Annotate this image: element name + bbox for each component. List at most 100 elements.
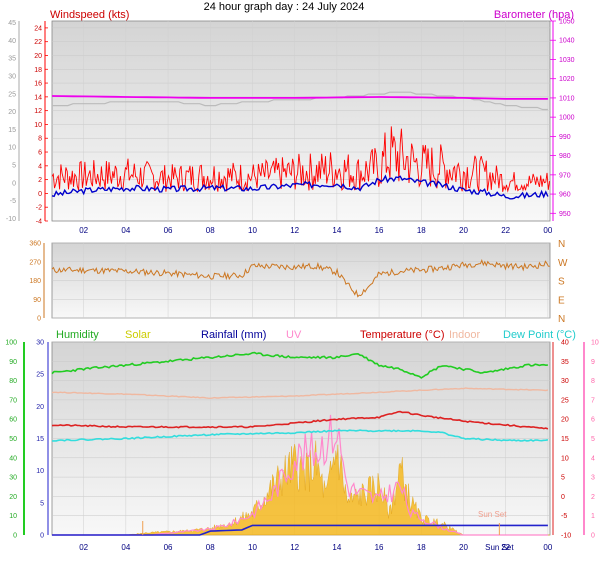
humidity-tick-label: 90 (9, 359, 17, 366)
legend-uv: UV (286, 329, 302, 341)
humidity-tick-label: 40 (9, 455, 17, 462)
humidity-tick-label: 30 (9, 475, 17, 482)
outer-tick-label: 35 (8, 56, 16, 63)
temperature-tick-label: 25 (561, 397, 569, 404)
direction-tick-label: 90 (33, 297, 41, 304)
direction-tick-label: 180 (29, 278, 41, 285)
wind-tick-label: 10 (34, 122, 42, 129)
temperature-tick-label: 40 (561, 340, 569, 347)
rainfall-tick-label: 5 (40, 500, 44, 507)
outer-tick-label: 15 (8, 127, 16, 134)
baro-tick-label: 1020 (559, 76, 575, 83)
uv-tick-label: 8 (591, 378, 595, 385)
dew-point-line (51, 429, 549, 442)
temperature-line (51, 410, 549, 430)
baro-tick-label: 1000 (559, 115, 575, 122)
temperature-tick-label: 30 (561, 378, 569, 385)
humidity-tick-label: 0 (13, 533, 17, 540)
x-tick-label: 08 (206, 226, 215, 235)
rainfall-tick-label: 10 (36, 468, 44, 475)
legend-solar: Solar (125, 329, 151, 341)
temperature-tick-label: 10 (561, 455, 569, 462)
uv-tick-label: 10 (591, 340, 599, 347)
baro-tick-label: 950 (559, 211, 571, 218)
wind-tick-label: 2 (38, 177, 42, 184)
barometer-axis-title: Barometer (hpa) (494, 9, 574, 21)
legend-rainfall: Rainfall (mm) (201, 329, 266, 341)
compass-label: N (558, 314, 565, 325)
baro-tick-label: 960 (559, 192, 571, 199)
page-title: 24 hour graph day : 24 July 2024 (204, 1, 365, 13)
humidity-tick-label: 80 (9, 378, 17, 385)
wind-tick-label: 16 (34, 81, 42, 88)
x-tick-label: 20 (459, 226, 468, 235)
uv-tick-label: 7 (591, 397, 595, 404)
x-tick-label: 00 (543, 226, 552, 235)
wind-tick-label: 12 (34, 108, 42, 115)
x-tick-label: 22 (501, 543, 510, 552)
humidity-tick-label: 50 (9, 436, 17, 443)
wind-tick-label: -4 (36, 219, 42, 226)
uv-tick-label: 6 (591, 417, 595, 424)
rainfall-tick-label: 25 (36, 372, 44, 379)
windspeed-line (51, 126, 551, 193)
legend-indoor: Indoor (449, 329, 481, 341)
baro-tick-label: 1010 (559, 95, 575, 102)
x-tick-label: 10 (248, 226, 257, 235)
uv-tick-label: 9 (591, 359, 595, 366)
x-tick-label: 08 (206, 543, 215, 552)
temperature-tick-label: -5 (561, 513, 567, 520)
wind-tick-label: 18 (34, 67, 42, 74)
x-tick-label: 04 (121, 543, 130, 552)
wind-tick-label: 24 (34, 25, 42, 32)
outer-tick-label: 25 (8, 91, 16, 98)
sun-set-axis-label: Sun Set (485, 543, 514, 552)
baro-tick-label: 990 (559, 134, 571, 141)
x-tick-label: 16 (375, 226, 384, 235)
baro-tick-label: 1030 (559, 57, 575, 64)
baro-tick-label: 1040 (559, 38, 575, 45)
humidity-line (51, 351, 548, 379)
wind-tick-label: 6 (38, 150, 42, 157)
uv-tick-label: 1 (591, 513, 595, 520)
windspeed-axis-title: Windspeed (kts) (50, 9, 129, 21)
rainfall-tick-label: 20 (36, 404, 44, 411)
rainfall-tick-label: 15 (36, 436, 44, 443)
uv-tick-label: 2 (591, 494, 595, 501)
direction-tick-label: 0 (37, 316, 41, 323)
x-tick-label: 06 (164, 226, 173, 235)
rainfall-tick-label: 30 (36, 340, 44, 347)
barometer-line (51, 95, 548, 100)
x-tick-label: 20 (459, 543, 468, 552)
rainfall-line (52, 524, 548, 536)
humidity-tick-label: 100 (5, 340, 17, 347)
humidity-tick-label: 60 (9, 417, 17, 424)
x-tick-label: 12 (290, 226, 299, 235)
x-tick-label: 10 (248, 543, 257, 552)
baro-tick-label: 970 (559, 172, 571, 179)
x-tick-label: 02 (79, 543, 88, 552)
outer-tick-label: 5 (12, 163, 16, 170)
rainfall-tick-label: 0 (40, 533, 44, 540)
x-tick-label: 14 (332, 226, 341, 235)
wind-tick-label: 8 (38, 136, 42, 143)
direction-tick-label: 360 (29, 241, 41, 248)
outer-tick-label: 20 (8, 109, 16, 116)
uv-tick-label: 4 (591, 455, 595, 462)
wind-average-line (51, 174, 549, 200)
temperature-tick-label: 15 (561, 436, 569, 443)
x-tick-label: 04 (121, 226, 130, 235)
humidity-tick-label: 20 (9, 494, 17, 501)
x-tick-label: 00 (543, 543, 552, 552)
sun-set-label: Sun Set (478, 510, 507, 519)
x-tick-label: 06 (164, 543, 173, 552)
compass-label: S (558, 277, 565, 288)
humidity-tick-label: 70 (9, 397, 17, 404)
x-tick-label: 18 (417, 226, 426, 235)
wind-direction-line (51, 258, 550, 298)
compass-label: N (558, 239, 565, 250)
uv-tick-label: 0 (591, 533, 595, 540)
x-tick-label: 22 (501, 226, 510, 235)
uv-tick-label: 3 (591, 475, 595, 482)
